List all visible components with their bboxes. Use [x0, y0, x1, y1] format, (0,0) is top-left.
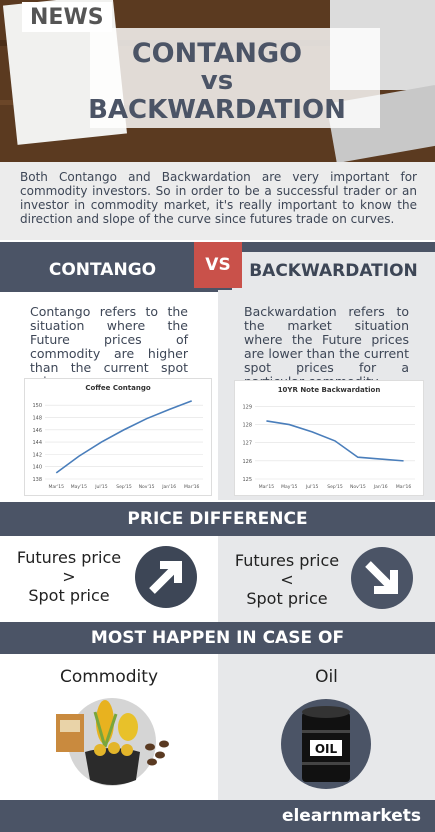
heading-right: BACKWARDATION [232, 252, 435, 290]
x-tick-label: Sep'15 [327, 484, 343, 490]
news-badge: NEWS [30, 5, 104, 30]
y-tick-label: 127 [242, 441, 252, 447]
section-title: PRICE DIFFERENCE [0, 502, 435, 536]
commodity-illustration [56, 698, 169, 786]
oil-barrel: OIL [281, 699, 371, 789]
y-tick-label: 150 [32, 403, 42, 409]
down-arrow-icon [351, 547, 413, 609]
y-tick-label: 142 [32, 452, 42, 458]
x-tick-label: Jul'15 [305, 484, 319, 490]
price-text: Futures price < Spot price [232, 551, 342, 608]
line: Futures price [16, 548, 122, 567]
x-tick-label: Jan'16 [161, 484, 176, 490]
line: Spot price [28, 586, 110, 605]
brand: elearnmarkets [281, 806, 421, 826]
data-line [55, 400, 192, 474]
y-tick-label: 125 [242, 477, 252, 483]
x-tick-label: Sep'15 [116, 484, 132, 490]
contango-definition: Contango refers to the situation where t… [30, 304, 188, 389]
y-tick-label: 144 [32, 440, 42, 446]
chart-title: Coffee Contango [85, 384, 151, 392]
x-tick-label: Mar'16 [184, 484, 200, 490]
chart: 10YR Note Backwardation 125 126 127 128 129 Ma… [234, 380, 424, 496]
case-label: Commodity [59, 667, 159, 687]
y-tick-label: 148 [32, 415, 42, 421]
title-line: BACKWARDATION [88, 95, 346, 125]
x-tick-label: Mar'16 [396, 484, 412, 490]
x-tick-label: Nov'15 [350, 484, 366, 490]
y-tick-label: 128 [242, 423, 252, 429]
header: NEWS CONTANGO vs BACKWARDATION [0, 0, 435, 162]
chart: Coffee Contango 138 140 142 144 146 148 150 Mar'… [24, 378, 212, 496]
x-tick-label: May'15 [71, 484, 87, 490]
x-tick-label: Nov'15 [139, 484, 155, 490]
line: Futures price [234, 551, 340, 570]
title-line: CONTANGO [132, 38, 302, 69]
up-arrow-icon [135, 546, 197, 608]
data-line [266, 420, 404, 462]
x-tick-label: Mar'15 [259, 484, 275, 490]
line: Spot price [246, 589, 328, 608]
section-title: MOST HAPPEN IN CASE OF [0, 622, 435, 654]
case-label: Oil [315, 667, 338, 687]
backwardation-definition: Backwardation refers to the market situa… [244, 304, 409, 389]
y-tick-label: 140 [32, 465, 42, 471]
x-tick-label: Jul'15 [94, 484, 108, 490]
chart-title: 10YR Note Backwardation [278, 386, 381, 394]
y-tick-label: 146 [32, 428, 42, 434]
y-tick-label: 126 [242, 459, 252, 465]
y-tick-label: 138 [32, 477, 42, 483]
heading-left: CONTANGO [0, 252, 205, 288]
vs-badge: VS [194, 242, 242, 288]
line: < [280, 570, 294, 589]
intro-bg [0, 162, 435, 240]
price-text: Futures price > Spot price [14, 548, 124, 605]
title-line: vs [201, 66, 233, 96]
line: > [62, 567, 76, 586]
x-tick-label: Jan'16 [373, 484, 388, 490]
y-tick-label: 129 [242, 404, 252, 410]
x-tick-label: Mar'15 [49, 484, 65, 490]
x-tick-label: May'15 [281, 484, 297, 490]
barrel-label: OIL [315, 742, 338, 756]
footer [0, 800, 435, 832]
intro: Both Contango and Backwardation are very… [20, 170, 417, 226]
